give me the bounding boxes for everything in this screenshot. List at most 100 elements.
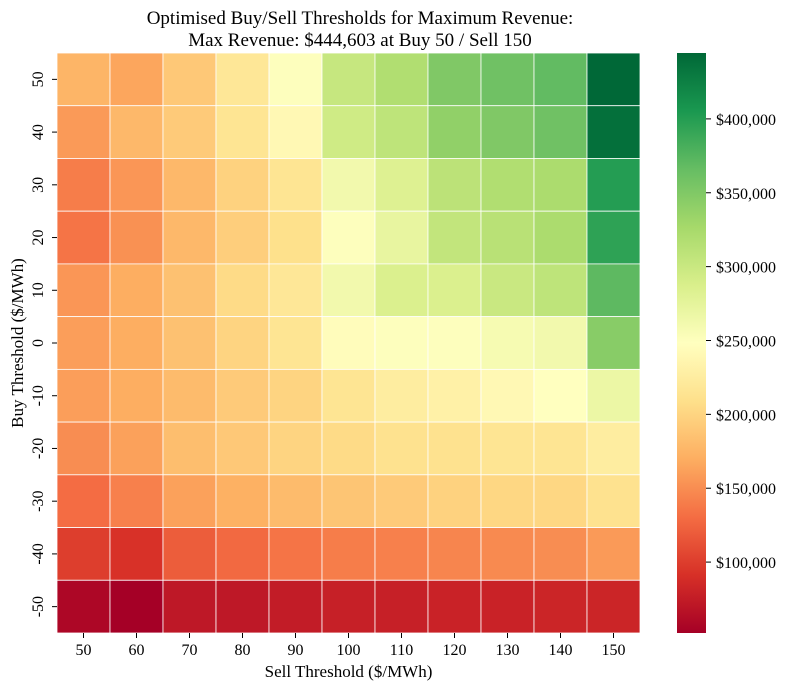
x-tick-label: 60 xyxy=(129,642,145,659)
heatmap-cell xyxy=(215,474,270,528)
heatmap-cell xyxy=(374,579,429,634)
heatmap-cell xyxy=(586,105,641,159)
heatmap-cell xyxy=(374,105,429,159)
heatmap-cell xyxy=(56,263,111,318)
colorbar-tick-label: $300,000 xyxy=(716,260,776,277)
heatmap-cell xyxy=(586,52,641,107)
heatmap-cell xyxy=(215,158,270,212)
heatmap-cell xyxy=(427,105,482,159)
heatmap-cell xyxy=(109,52,164,107)
y-tick-label: 0 xyxy=(30,339,47,347)
heatmap-cell xyxy=(56,316,111,370)
heatmap-cell xyxy=(533,368,588,423)
heatmap-cell xyxy=(533,316,588,370)
heatmap-cell xyxy=(586,263,641,318)
heatmap-cell xyxy=(533,158,588,212)
heatmap-cell xyxy=(109,210,164,265)
y-tick-label: -40 xyxy=(30,543,47,564)
heatmap-cell xyxy=(586,158,641,212)
heatmap-cell xyxy=(162,474,217,528)
heatmap-cell xyxy=(427,368,482,423)
heatmap-cell xyxy=(374,158,429,212)
heatmap-cell xyxy=(162,263,217,318)
heatmap-cell xyxy=(480,421,535,476)
heatmap-cell xyxy=(533,210,588,265)
heatmap-cell xyxy=(480,263,535,318)
heatmap-cell xyxy=(109,263,164,318)
heatmap-cell xyxy=(480,316,535,370)
heatmap-cell xyxy=(427,158,482,212)
heatmap-cell xyxy=(427,316,482,370)
heatmap-cell xyxy=(321,158,376,212)
heatmap-cell xyxy=(162,527,217,581)
heatmap-cell xyxy=(56,421,111,476)
colorbar-tick-label: $150,000 xyxy=(716,481,776,498)
heatmap-cell xyxy=(268,263,323,318)
heatmap-cell xyxy=(374,52,429,107)
heatmap-cell xyxy=(215,316,270,370)
colorbar-tick-label: $200,000 xyxy=(716,407,776,424)
heatmap-cell xyxy=(215,579,270,634)
heatmap-cell xyxy=(586,579,641,634)
y-tick-label: -50 xyxy=(30,596,47,617)
heatmap-cell xyxy=(56,158,111,212)
heatmap-cell xyxy=(162,421,217,476)
colorbar-tick-label: $400,000 xyxy=(716,112,776,129)
heatmap-cell xyxy=(162,105,217,159)
heatmap-cell xyxy=(109,368,164,423)
heatmap-cell xyxy=(215,105,270,159)
heatmap-cell xyxy=(56,527,111,581)
heatmap-cell xyxy=(56,579,111,634)
heatmap-cell xyxy=(109,527,164,581)
heatmap-cell xyxy=(268,527,323,581)
heatmap-cell xyxy=(586,527,641,581)
heatmap-cell xyxy=(162,579,217,634)
heatmap-cell xyxy=(215,368,270,423)
heatmap-cell xyxy=(321,316,376,370)
y-tick-label: 30 xyxy=(30,177,47,193)
y-tick-label: -20 xyxy=(30,438,47,459)
heatmap-cell xyxy=(480,474,535,528)
heatmap-cell xyxy=(374,474,429,528)
heatmap-cell xyxy=(321,527,376,581)
heatmap-cell xyxy=(586,316,641,370)
heatmap-cell xyxy=(268,210,323,265)
heatmap-cell xyxy=(374,316,429,370)
colorbar xyxy=(677,53,706,633)
heatmap-cell xyxy=(321,421,376,476)
heatmap-cell xyxy=(321,52,376,107)
heatmap-cell xyxy=(109,421,164,476)
heatmap-cell xyxy=(56,52,111,107)
heatmap-cell xyxy=(215,527,270,581)
colorbar-tick-label: $250,000 xyxy=(716,333,776,350)
heatmap-cell xyxy=(321,210,376,265)
heatmap-cell xyxy=(109,474,164,528)
heatmap-cell xyxy=(374,527,429,581)
heatmap-cell xyxy=(427,210,482,265)
heatmap-cell xyxy=(56,105,111,159)
heatmap-cell xyxy=(162,368,217,423)
y-tick-label: 50 xyxy=(30,71,47,87)
heatmap-cell xyxy=(427,263,482,318)
chart-title: Optimised Buy/Sell Thresholds for Maximu… xyxy=(146,8,574,29)
heatmap-cell xyxy=(321,263,376,318)
heatmap-cell xyxy=(374,421,429,476)
heatmap-cell xyxy=(586,210,641,265)
heatmap-cell xyxy=(533,421,588,476)
heatmap-cell xyxy=(215,421,270,476)
x-tick-label: 110 xyxy=(390,642,413,659)
heatmap-cell xyxy=(268,105,323,159)
heatmap-cell xyxy=(56,210,111,265)
heatmap-cell xyxy=(268,579,323,634)
y-tick-label: 20 xyxy=(30,230,47,246)
y-tick-label: 40 xyxy=(30,124,47,140)
heatmap-cell xyxy=(586,368,641,423)
heatmap-cell xyxy=(321,368,376,423)
heatmap-cell xyxy=(215,52,270,107)
heatmap-cell xyxy=(321,105,376,159)
heatmap-cell xyxy=(427,579,482,634)
heatmap-cell xyxy=(109,579,164,634)
colorbar-tick-label: $100,000 xyxy=(716,555,776,572)
